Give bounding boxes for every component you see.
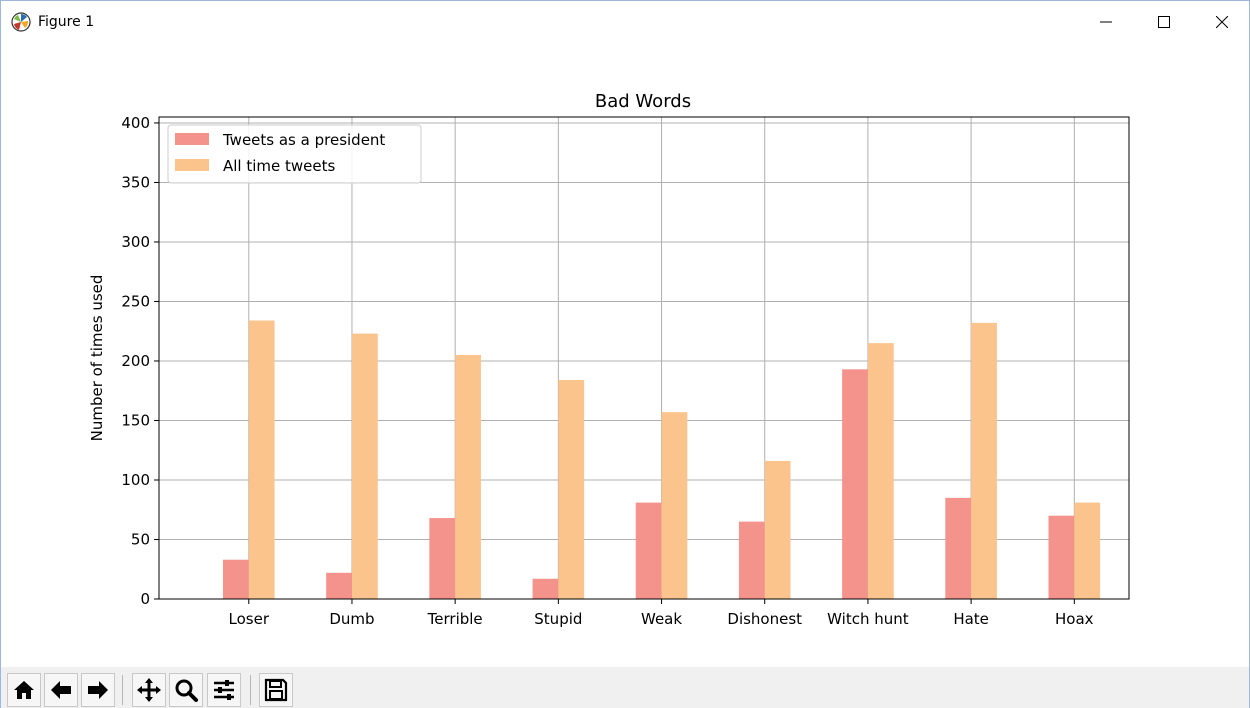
maximize-icon xyxy=(1158,16,1170,28)
y-tick-label: 300 xyxy=(121,233,150,251)
y-tick-label: 50 xyxy=(131,530,150,548)
bar-president xyxy=(532,578,559,599)
legend-swatch-president xyxy=(175,133,209,145)
legend-swatch-all-time xyxy=(175,159,209,171)
home-icon xyxy=(14,681,34,699)
y-tick-label: 350 xyxy=(121,173,150,191)
matplotlib-logo-icon xyxy=(11,12,31,32)
legend-label-president: Tweets as a president xyxy=(222,131,385,149)
y-tick-label: 250 xyxy=(121,292,150,310)
pan-button[interactable] xyxy=(132,673,166,707)
home-button[interactable] xyxy=(7,673,41,707)
y-tick-label: 0 xyxy=(140,590,150,608)
bar-all-time xyxy=(661,412,688,599)
x-tick-label: Hate xyxy=(953,610,989,628)
legend: Tweets as a president All time tweets xyxy=(167,124,422,184)
bar-all-time xyxy=(867,343,894,599)
bar-all-time xyxy=(1074,502,1101,599)
bar-all-time xyxy=(764,460,791,599)
bar-president xyxy=(429,518,456,599)
y-tick-label: 200 xyxy=(121,352,150,370)
y-tick-label: 100 xyxy=(121,471,150,489)
toolbar-separator xyxy=(122,675,123,705)
navigation-toolbar xyxy=(1,667,1249,708)
close-button[interactable] xyxy=(1193,1,1250,43)
bar-all-time xyxy=(971,322,997,599)
bar-president xyxy=(635,502,662,599)
legend-label-all-time: All time tweets xyxy=(223,157,336,175)
y-axis-label: Number of times used xyxy=(88,275,106,442)
bar-all-time xyxy=(351,333,378,599)
axis-ticks: 0 50 100 150 200 250 300 350 400 Loser Dumb Terribl… xyxy=(121,114,1093,628)
window-title: Figure 1 xyxy=(38,14,95,30)
forward-button[interactable] xyxy=(81,673,115,707)
x-tick-label: Dishonest xyxy=(727,610,802,628)
zoom-button[interactable] xyxy=(169,673,203,707)
title-bar[interactable]: Figure 1 xyxy=(1,1,1249,43)
x-tick-label: Stupid xyxy=(534,610,582,628)
x-tick-label: Witch hunt xyxy=(827,610,909,628)
bar-chart: 0 50 100 150 200 250 300 350 400 Loser Dumb Terribl… xyxy=(88,91,1130,628)
minimize-button[interactable] xyxy=(1077,1,1135,43)
configure-subplots-button[interactable] xyxy=(207,673,241,707)
x-tick-label: Dumb xyxy=(329,610,374,628)
pan-icon xyxy=(137,678,161,702)
bar-president xyxy=(1048,515,1075,599)
y-tick-label: 400 xyxy=(121,114,150,132)
bar-president xyxy=(842,369,868,599)
legend-box xyxy=(167,124,422,184)
bar-president xyxy=(945,497,972,599)
zoom-icon xyxy=(175,679,198,702)
y-tick-label: 150 xyxy=(121,411,150,429)
figure-canvas[interactable]: 0 50 100 150 200 250 300 350 400 Loser Dumb Terribl… xyxy=(1,43,1249,667)
x-tick-label: Terrible xyxy=(427,610,483,628)
plot-frame xyxy=(158,116,1130,600)
forward-arrow-icon xyxy=(88,681,108,699)
configure-subplots-icon xyxy=(214,680,234,700)
close-icon xyxy=(1216,16,1228,28)
x-tick-label: Loser xyxy=(229,610,270,628)
minimize-icon xyxy=(1100,21,1112,23)
bar-president xyxy=(222,559,249,599)
bar-president xyxy=(326,572,352,599)
bar-all-time xyxy=(248,320,275,599)
save-button[interactable] xyxy=(259,673,293,707)
x-tick-label: Weak xyxy=(641,610,682,628)
x-tick-label: Hoax xyxy=(1055,610,1094,628)
bar-all-time xyxy=(558,380,585,599)
maximize-button[interactable] xyxy=(1135,1,1193,43)
back-button[interactable] xyxy=(44,673,78,707)
bar-all-time xyxy=(455,355,481,599)
toolbar-separator xyxy=(250,675,251,705)
back-arrow-icon xyxy=(51,681,71,699)
chart-title: Bad Words xyxy=(595,91,691,112)
bar-president xyxy=(738,521,765,599)
bars xyxy=(222,320,1101,599)
save-icon xyxy=(264,678,288,702)
